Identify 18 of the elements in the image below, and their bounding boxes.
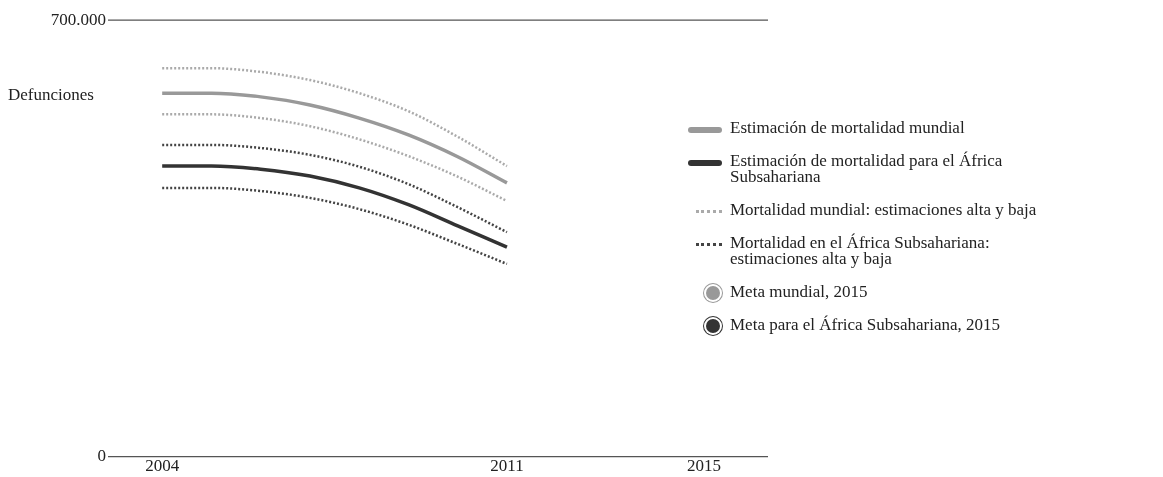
legend-label: Meta mundial, 2015 xyxy=(730,282,868,301)
x-tick-label: 2015 xyxy=(686,456,721,476)
legend-label: Estimación de mortalidad para el África Subsahariana xyxy=(730,151,1004,186)
line-series xyxy=(160,91,509,185)
y-tick-label: 700.000 xyxy=(50,9,106,29)
x-tick-label: 2004 xyxy=(145,456,180,476)
legend-label: Mortalidad en el África Subsahariana: estimaciones alta y baja xyxy=(730,233,991,268)
x-tick-label: 2011 xyxy=(490,456,524,476)
line-series xyxy=(160,66,509,168)
line-series xyxy=(160,143,509,234)
line-series xyxy=(160,113,509,203)
legend-label: Estimación de mortalidad mundial xyxy=(730,118,965,137)
y-tick-label: 0 xyxy=(97,446,106,466)
legend-label: Meta para el África Subsahariana, 2015 xyxy=(730,315,1000,334)
line-series xyxy=(160,186,509,266)
y-axis-title: Defunciones xyxy=(8,84,94,104)
line-series xyxy=(160,164,509,249)
legend-label: Mortalidad mundial: estimaciones alta y baja xyxy=(730,200,1037,219)
